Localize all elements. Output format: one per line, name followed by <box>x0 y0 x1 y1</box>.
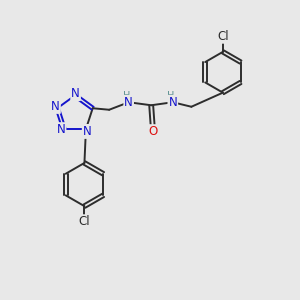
Text: N: N <box>83 125 92 138</box>
Text: Cl: Cl <box>217 30 229 43</box>
Text: H: H <box>123 91 130 101</box>
Text: N: N <box>168 96 177 109</box>
Text: N: N <box>124 96 133 109</box>
Text: H: H <box>167 91 175 101</box>
Text: O: O <box>148 125 157 138</box>
Text: N: N <box>71 87 80 100</box>
Text: N: N <box>57 123 65 136</box>
Text: Cl: Cl <box>79 215 90 228</box>
Text: N: N <box>51 100 60 113</box>
